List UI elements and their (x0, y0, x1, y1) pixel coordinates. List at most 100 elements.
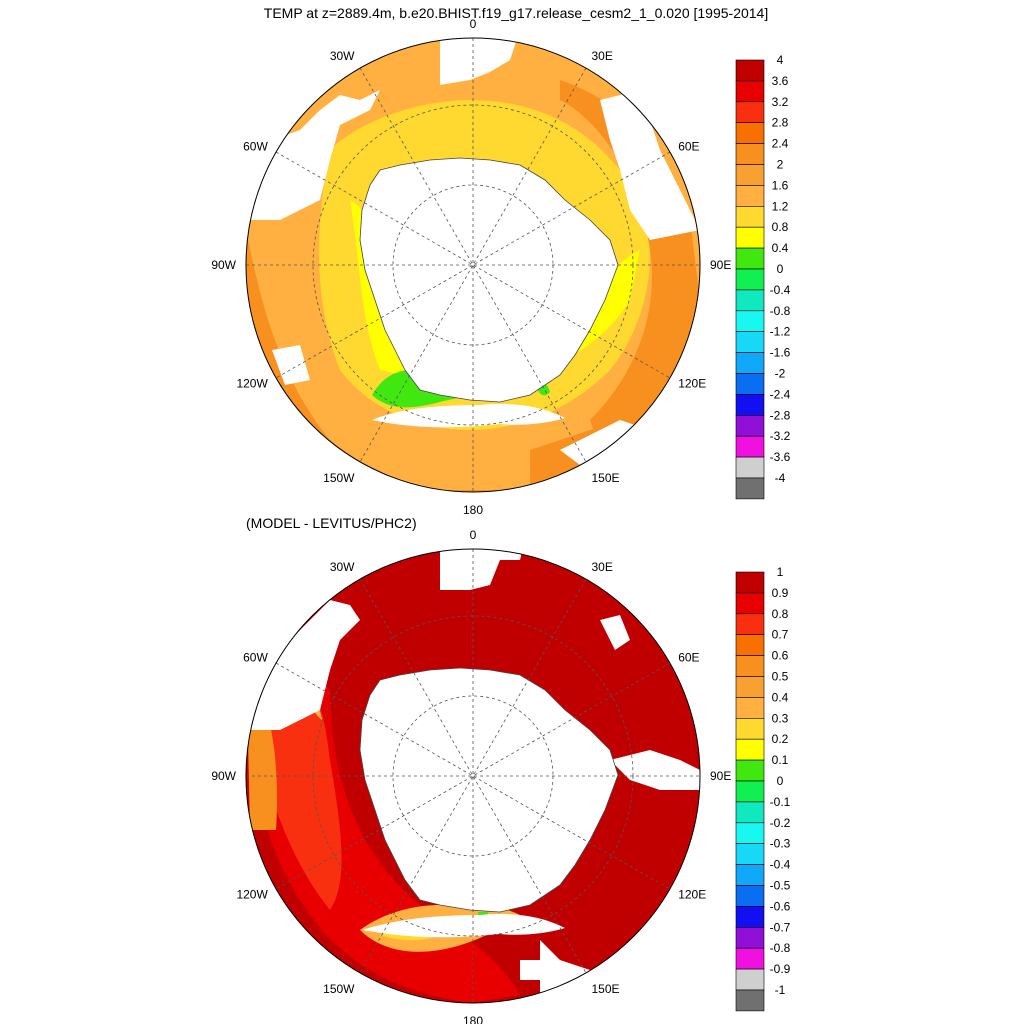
colorbar-tick-label: 0.1 (772, 753, 789, 767)
longitude-label: 150W (323, 982, 355, 996)
colorbar-tick-label: -4 (775, 471, 786, 485)
colorbar-tick-label: 0.6 (772, 649, 789, 663)
colorbar-swatch (735, 206, 765, 228)
land-ross-front-2 (362, 913, 565, 938)
colorbar-tick-label: 1.2 (772, 199, 789, 213)
longitude-label: 180 (463, 1014, 483, 1024)
colorbar-swatch (735, 143, 765, 165)
colorbar-swatch (735, 759, 765, 782)
longitude-label: 30W (330, 49, 355, 63)
colorbar-tick-label: -0.4 (770, 283, 791, 297)
land-africa-2 (440, 549, 525, 590)
colorbar-tick-label: 0.2 (772, 732, 789, 746)
longitude-label: 180 (463, 503, 483, 517)
land-island-2a (600, 615, 630, 650)
colorbar-swatch (735, 122, 765, 144)
panel-difference: (MODEL - LEVITUS/PHC2) (211, 515, 790, 1024)
colorbar-tick-label: -0.3 (770, 837, 791, 851)
land-madagascar-1 (600, 90, 700, 240)
colorbar-swatch (735, 738, 765, 761)
colorbar-swatch (735, 352, 765, 374)
colorbar-tick-label: 0.4 (772, 241, 789, 255)
colorbar-tick-label: -0.6 (770, 899, 791, 913)
colorbar-tick-label: 1 (777, 565, 784, 579)
colorbar-tick-label: -0.8 (770, 941, 791, 955)
longitude-labels-1: 0 30E 60E 90E 120E 150E 180 150W 120W 90W 60W 30W (211, 17, 731, 517)
map-2-boundary (245, 548, 701, 1004)
colorbar-tick-label: 0.3 (772, 711, 789, 725)
colorbar-swatch (735, 968, 765, 991)
colorbar-tick-label: 1.6 (772, 178, 789, 192)
longitude-label: 90W (211, 258, 236, 272)
colorbar-tick-label: -3.2 (770, 429, 791, 443)
colorbar-tick-label: 0 (777, 774, 784, 788)
colorbar-swatch (735, 801, 765, 824)
colorbar-tick-label: 3.6 (772, 74, 789, 88)
colorbar-tick-label: 2.8 (772, 116, 789, 130)
colorbar-tick-label: -0.7 (770, 920, 791, 934)
colorbar-swatch (735, 822, 765, 844)
longitude-label: 60E (678, 140, 699, 154)
colorbar-swatch (735, 226, 765, 249)
longitude-label: 90W (211, 769, 236, 783)
colorbar-swatch (735, 310, 765, 332)
colorbar-tick-label: 2 (777, 158, 784, 172)
longitude-label: 60W (243, 140, 268, 154)
graticule-2 (246, 549, 700, 1003)
colorbar-swatch (735, 164, 765, 186)
colorbar-swatch (735, 59, 765, 82)
colorbar-tick-label: 0 (777, 262, 784, 276)
colorbar-1: 4 3.6 3.2 2.8 2.4 2 1.6 1.2 0.8 0.4 0 -0.4 -0.8 -1.2 -… (735, 53, 791, 500)
panel-2-title: (MODEL - LEVITUS/PHC2) (246, 515, 417, 531)
colorbar-swatch (735, 435, 765, 458)
colorbar-tick-label: 3.2 (772, 95, 789, 109)
colorbar-tick-label: -2 (775, 367, 786, 381)
longitude-label: 150E (592, 982, 620, 996)
colorbar-swatch (735, 592, 765, 615)
field-2-pacific-orange (248, 700, 278, 830)
longitude-label: 60E (678, 651, 699, 665)
colorbar-2: 1 0.9 0.8 0.7 0.6 0.5 0.4 0.3 0.2 0.1 0 -0.1 -0.2 -0.… (735, 565, 791, 1012)
longitude-label: 120E (678, 377, 706, 391)
longitude-label: 150W (323, 471, 355, 485)
land-south-america-1 (246, 90, 380, 220)
colorbar-swatch (735, 571, 765, 594)
colorbar-tick-label: 0.9 (772, 586, 789, 600)
colorbar-swatch (735, 394, 765, 416)
colorbar-swatch (735, 456, 765, 479)
colorbar-swatch (735, 331, 765, 353)
panel-1-title: TEMP at z=2889.4m, b.e20.BHIST.f19_g17.r… (264, 5, 768, 21)
colorbar-swatch (735, 843, 765, 865)
field-2-pacific-orange-red (250, 680, 342, 910)
colorbar-swatch (735, 864, 765, 886)
land-africa-1 (440, 38, 520, 85)
colorbar-tick-label: -0.2 (770, 816, 791, 830)
colorbar-tick-label: 0.4 (772, 690, 789, 704)
longitude-label: 60W (243, 651, 268, 665)
land-ross-front-1 (372, 403, 565, 428)
colorbar-tick-label: -3.6 (770, 450, 791, 464)
colorbar-swatch (735, 80, 765, 103)
colorbar-swatch (735, 373, 765, 395)
longitude-label: 150E (592, 471, 620, 485)
colorbar-swatch (735, 717, 765, 740)
colorbar-tick-label: 0.8 (772, 607, 789, 621)
colorbar-tick-label: 0.5 (772, 670, 789, 684)
colorbar-swatch (735, 697, 765, 719)
graticule-1 (246, 38, 700, 492)
land-antarctica-2 (359, 667, 619, 913)
colorbar-swatch (735, 101, 765, 124)
longitude-label: 120W (236, 888, 268, 902)
colorbar-tick-label: 2.4 (772, 137, 789, 151)
colorbar-tick-label: 4 (777, 53, 784, 67)
longitude-label: 30W (330, 560, 355, 574)
longitude-label: 90E (710, 258, 731, 272)
land-south-america-2 (246, 600, 360, 730)
longitude-label: 0 (470, 17, 477, 31)
panel-temperature: TEMP at z=2889.4m, b.e20.BHIST.f19_g17.r… (211, 5, 790, 517)
colorbar-tick-label: -2.4 (770, 387, 791, 401)
land-islet-2 (520, 960, 540, 980)
colorbar-swatch (735, 885, 765, 907)
colorbar-swatch (735, 477, 765, 500)
colorbar-swatch (735, 926, 765, 949)
